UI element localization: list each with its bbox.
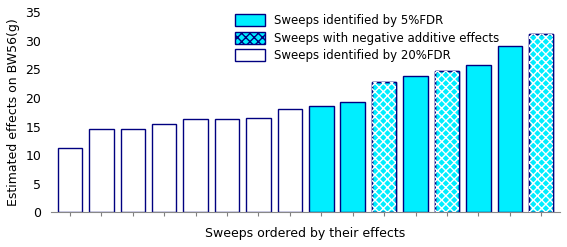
Y-axis label: Estimated effects on BW56(g): Estimated effects on BW56(g) xyxy=(7,18,20,206)
Bar xyxy=(372,82,396,212)
Bar xyxy=(435,71,459,212)
Bar xyxy=(278,109,302,212)
Bar xyxy=(246,118,270,212)
Legend: Sweeps identified by 5%FDR, Sweeps with negative additive effects, Sweeps identi: Sweeps identified by 5%FDR, Sweeps with … xyxy=(235,14,500,62)
Bar xyxy=(215,119,239,212)
Bar xyxy=(340,103,365,212)
Bar xyxy=(372,82,396,212)
Bar xyxy=(466,65,490,212)
Bar xyxy=(529,34,553,212)
Bar xyxy=(435,71,459,212)
Bar xyxy=(529,34,553,212)
Bar xyxy=(372,82,396,212)
Bar xyxy=(89,129,113,212)
Bar xyxy=(529,34,553,212)
Bar xyxy=(183,119,208,212)
Bar xyxy=(497,46,522,212)
Bar xyxy=(58,148,82,212)
Bar xyxy=(403,76,428,212)
Bar xyxy=(309,106,333,212)
Bar xyxy=(435,71,459,212)
Bar xyxy=(152,124,176,212)
Bar xyxy=(121,129,145,212)
X-axis label: Sweeps ordered by their effects: Sweeps ordered by their effects xyxy=(205,227,406,240)
